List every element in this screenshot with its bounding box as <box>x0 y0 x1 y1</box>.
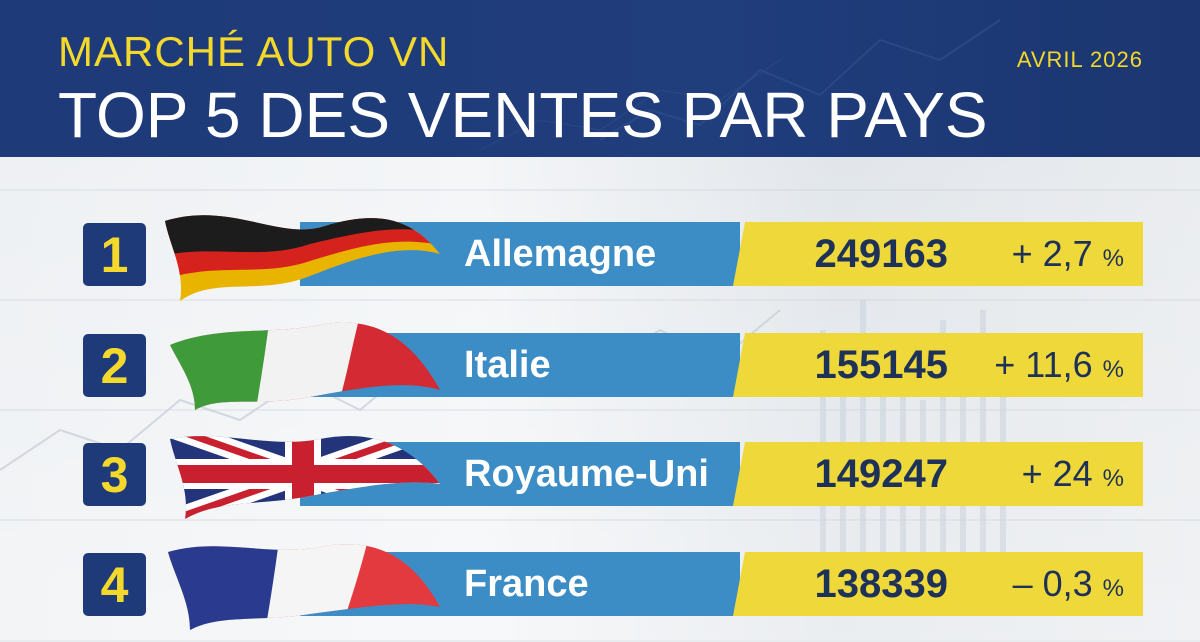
rank-badge: 1 <box>83 223 146 286</box>
ranking-row-2: 2 Italie 155145 + 11,6 % <box>0 322 1200 423</box>
rank-badge: 2 <box>83 334 146 397</box>
ranking-row-3: 3 Royaume-Uni 149247 + 24 % <box>0 436 1200 532</box>
header-date: AVRIL 2026 <box>1016 47 1143 72</box>
sales-value: 138339 <box>814 562 948 606</box>
change-value: + 11,6 % <box>994 333 1124 397</box>
rank-badge: 4 <box>83 553 146 616</box>
change-number: – 0,3 <box>1012 563 1093 604</box>
change-value: + 2,7 % <box>1012 222 1124 286</box>
france-flag-icon <box>168 544 440 631</box>
percent-unit: % <box>1102 356 1124 383</box>
italy-flag-icon <box>170 322 440 410</box>
percent-unit: % <box>1102 575 1124 602</box>
change-number: + 2,7 <box>1011 233 1093 274</box>
country-name: France <box>464 563 589 605</box>
figures-bar <box>733 333 1143 397</box>
sales-value: 149247 <box>814 452 948 496</box>
percent-unit: % <box>1102 245 1124 272</box>
germany-flag-icon <box>165 215 440 301</box>
change-value: – 0,3 % <box>1013 552 1124 616</box>
ranking-row-4: 4 France 138339 – 0,3 % <box>0 544 1200 642</box>
uk-flag-icon <box>170 436 440 519</box>
header-kicker: MARCHÉ AUTO VN <box>58 28 450 75</box>
percent-unit: % <box>1102 465 1124 492</box>
country-name: Allemagne <box>464 233 657 275</box>
ranking-row-1: 1 Allemagne 249163 + 2,7 % <box>0 215 1200 312</box>
sales-value: 155145 <box>814 343 948 387</box>
change-value: + 24 % <box>1022 442 1124 506</box>
change-number: + 24 <box>1021 453 1093 494</box>
country-name: Royaume-Uni <box>464 453 709 495</box>
sales-value: 249163 <box>814 232 948 276</box>
country-name: Italie <box>464 344 551 386</box>
rank-badge: 3 <box>83 443 146 506</box>
header-banner: MARCHÉ AUTO VN TOP 5 DES VENTES PAR PAYS… <box>0 0 1200 157</box>
figures-bar <box>733 222 1143 286</box>
figures-bar <box>733 442 1143 506</box>
change-number: + 11,6 <box>994 344 1093 385</box>
header-background-graphic <box>479 19 1001 151</box>
figures-bar <box>733 552 1143 616</box>
page-title: TOP 5 DES VENTES PAR PAYS <box>58 79 988 151</box>
